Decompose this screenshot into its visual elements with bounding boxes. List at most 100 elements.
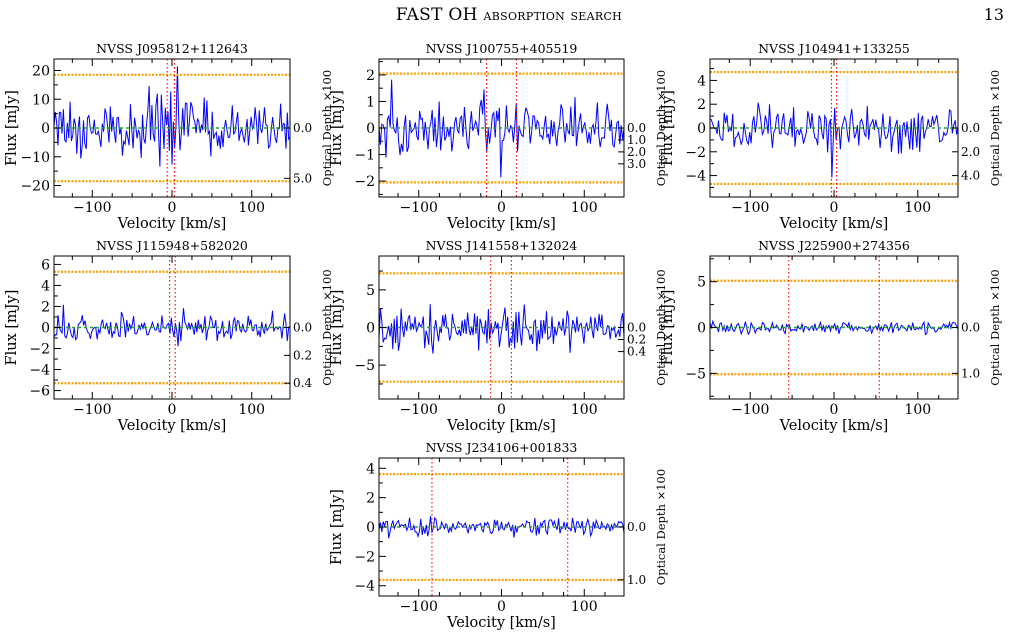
panel-title: NVSS J234106+001833	[426, 440, 578, 455]
optical-depth-tick-label: 2.0	[627, 145, 646, 159]
optical-depth-axis-label: Optical Depth ×100	[654, 70, 668, 186]
optical-depth-tick-label: 0.4	[627, 345, 646, 359]
x-tick-label: 0	[168, 402, 177, 418]
spectrum-line	[54, 304, 290, 347]
y-tick-label: −2	[354, 174, 375, 190]
y-tick-label: 0	[366, 121, 375, 137]
optical-depth-tick-label: 0.0	[961, 321, 980, 335]
running-header-title: FAST OH absorption search	[395, 5, 623, 25]
panel-title: NVSS J141558+132024	[426, 238, 578, 253]
optical-depth-axis-label: Optical Depth ×100	[988, 70, 1002, 186]
x-axis-label: Velocity [km/s]	[446, 418, 556, 434]
y-tick-label: −2	[354, 549, 375, 565]
optical-depth-tick-label: 2.0	[961, 145, 980, 159]
spectrum-line	[710, 102, 958, 178]
optical-depth-axis-label: Optical Depth ×100	[988, 269, 1002, 385]
panel-title: NVSS J100755+405519	[426, 41, 578, 56]
spectrum-panel: NVSS J141558+132024 −100 0 100 −5 0 5 0.00.20.4…	[329, 238, 668, 434]
y-tick-label: 4	[366, 461, 375, 477]
x-tick-label: 0	[830, 200, 839, 216]
y-tick-label: 0	[41, 121, 50, 137]
x-tick-label: −100	[400, 599, 438, 615]
spectrum-panel: NVSS J100755+405519 −100 0 100 −2 −1 0 1 2 0.01.0…	[329, 41, 668, 232]
optical-depth-tick-label: 4.0	[961, 169, 980, 183]
optical-depth-tick-label: 3.0	[627, 157, 646, 171]
optical-depth-tick-label: 0.0	[293, 121, 312, 135]
y-tick-label: −4	[354, 579, 375, 595]
y-axis-label: Flux [mJy]	[660, 290, 676, 366]
optical-depth-axis-label: Optical Depth ×100	[320, 269, 334, 385]
y-tick-label: −10	[20, 150, 50, 166]
y-tick-label: 0	[366, 321, 375, 337]
y-tick-label: 4	[41, 278, 50, 294]
spectrum-line	[379, 515, 624, 539]
y-tick-label: 2	[366, 491, 375, 507]
x-tick-label: 100	[238, 402, 265, 418]
x-tick-label: 0	[497, 402, 506, 418]
page-number: 13	[983, 5, 1004, 24]
x-tick-label: 0	[168, 200, 177, 216]
y-tick-label: 10	[32, 92, 50, 108]
y-axis-label: Flux [mJy]	[329, 290, 345, 366]
panel-title: NVSS J225900+274356	[758, 238, 910, 253]
y-tick-label: −1	[354, 148, 375, 164]
optical-depth-tick-label: 0.2	[627, 333, 646, 347]
y-tick-label: 2	[697, 97, 706, 113]
x-tick-label: 100	[904, 402, 931, 418]
y-tick-label: −4	[685, 169, 706, 185]
x-tick-label: 100	[571, 599, 598, 615]
y-tick-label: 4	[697, 73, 706, 89]
x-axis-label: Velocity [km/s]	[779, 216, 889, 232]
x-tick-label: −100	[73, 200, 111, 216]
spectrum-panel: NVSS J115948+582020 −100 0 100 −6 −4 −2 0 2 4 6 0.0…	[4, 238, 334, 434]
optical-depth-tick-label: 1.0	[627, 133, 646, 147]
panel-title: NVSS J095812+112643	[96, 41, 248, 56]
y-tick-label: 20	[32, 64, 50, 80]
y-tick-label: 0	[697, 321, 706, 337]
y-tick-label: −5	[354, 358, 375, 374]
x-axis-label: Velocity [km/s]	[446, 615, 556, 631]
x-tick-label: 100	[571, 200, 598, 216]
spectrum-line	[54, 66, 290, 167]
x-tick-label: −100	[731, 200, 769, 216]
y-tick-label: 1	[366, 94, 375, 110]
y-tick-label: 0	[366, 520, 375, 536]
y-tick-label: 2	[41, 299, 50, 315]
y-tick-label: 6	[41, 257, 50, 273]
y-tick-label: −4	[29, 363, 50, 379]
optical-depth-tick-label: 0.0	[627, 321, 646, 335]
optical-depth-tick-label: 0.4	[293, 376, 312, 390]
y-tick-label: 0	[41, 321, 50, 337]
spectrum-line	[379, 304, 624, 354]
optical-depth-tick-label: 0.0	[627, 121, 646, 135]
x-tick-label: 0	[830, 402, 839, 418]
optical-depth-tick-label: 1.0	[961, 366, 980, 380]
panel-title: NVSS J115948+582020	[96, 238, 248, 253]
spectrum-panel: NVSS J234106+001833 −100 0 100 −4 −2 0 2 4 0.0 1.0…	[329, 440, 668, 631]
spectrum-panel: NVSS J095812+112643−100 0 100−20−10010200.…	[4, 41, 334, 232]
y-axis-label: Flux [mJy]	[4, 90, 20, 166]
optical-depth-tick-label: 5.0	[293, 171, 312, 185]
y-axis-label: Flux [mJy]	[660, 90, 676, 166]
optical-depth-tick-label: 0.2	[293, 348, 312, 362]
y-axis-label: Flux [mJy]	[329, 489, 345, 565]
y-tick-label: 2	[366, 68, 375, 84]
optical-depth-tick-label: 1.0	[627, 573, 646, 587]
y-tick-label: −6	[29, 384, 50, 400]
y-tick-label: −2	[29, 342, 50, 358]
x-axis-label: Velocity [km/s]	[117, 418, 227, 434]
y-tick-label: −2	[685, 145, 706, 161]
optical-depth-tick-label: 0.0	[293, 321, 312, 335]
x-tick-label: 100	[571, 402, 598, 418]
x-tick-label: −100	[400, 402, 438, 418]
spectrum-panel: NVSS J104941+133255 −100 0 100 −4 −2 0 2 4 0.0 2.0…	[660, 41, 1002, 232]
x-tick-label: −100	[73, 402, 111, 418]
optical-depth-axis-label: Optical Depth ×100	[320, 70, 334, 186]
x-axis-label: Velocity [km/s]	[117, 216, 227, 232]
y-axis-label: Flux [mJy]	[329, 90, 345, 166]
panel-title: NVSS J104941+133255	[758, 41, 910, 56]
y-tick-label: 5	[366, 283, 375, 299]
y-tick-label: 5	[697, 275, 706, 291]
x-tick-label: 100	[238, 200, 265, 216]
